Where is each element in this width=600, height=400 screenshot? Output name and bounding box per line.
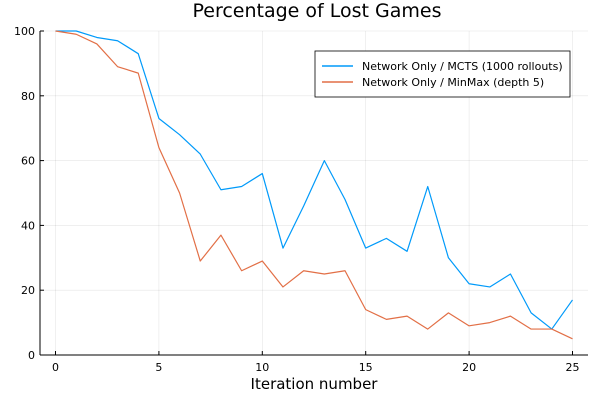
legend: Network Only / MCTS (1000 rollouts) Netwo…: [314, 50, 571, 98]
legend-box: [314, 50, 571, 98]
x-tick-label: 25: [565, 361, 579, 374]
x-tick-label: 0: [52, 361, 59, 374]
y-tick-label: 0: [28, 349, 35, 362]
legend-label-1: Network Only / MCTS (1000 rollouts): [362, 60, 563, 73]
legend-label-2: Network Only / MinMax (depth 5): [362, 76, 544, 89]
y-tick-label: 20: [21, 284, 35, 297]
y-tick-label: 60: [21, 155, 35, 168]
series-lines: [55, 30, 573, 340]
x-axis-title: Iteration number: [251, 375, 379, 393]
x-tick-label: 10: [255, 361, 269, 374]
y-tick-label: 40: [21, 219, 35, 232]
series-line-2: [55, 30, 573, 340]
x-tick-label: 20: [462, 361, 476, 374]
chart-title: Percentage of Lost Games: [192, 0, 441, 22]
y-tick-label: 80: [21, 90, 35, 103]
axes: 0 5 10 15 20 25 0 20 40 60 80 100: [14, 25, 588, 374]
y-tick-label: 100: [14, 25, 35, 38]
x-tick-label: 15: [359, 361, 373, 374]
series-line-1: [55, 30, 573, 330]
x-tick-label: 5: [155, 361, 162, 374]
